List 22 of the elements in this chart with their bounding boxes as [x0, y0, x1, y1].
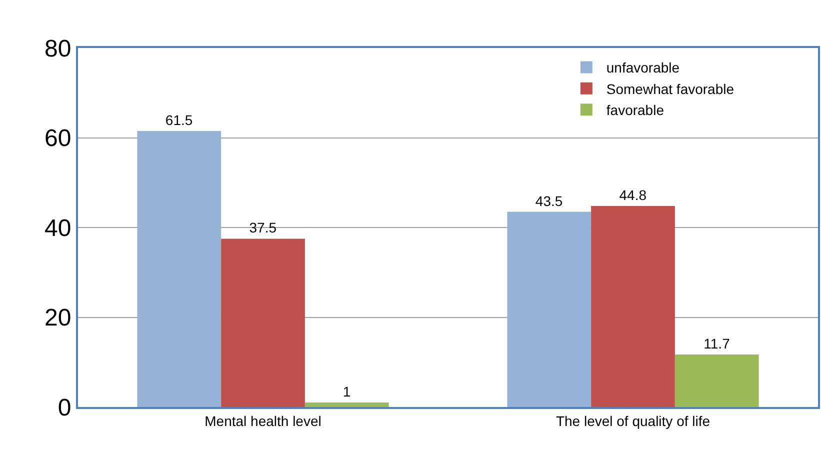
- y-tick-label: 20: [44, 304, 72, 332]
- legend-label: favorable: [606, 102, 664, 118]
- x-tick-label: Mental health level: [204, 412, 322, 429]
- legend-label: Somewhat favorable: [606, 80, 734, 97]
- data-label: 61.5: [165, 112, 193, 128]
- data-label: 1: [342, 384, 351, 400]
- y-tick-label: 0: [58, 394, 72, 422]
- legend-label: unfavorable: [606, 60, 680, 76]
- data-label: 11.7: [704, 336, 730, 352]
- bar: [137, 131, 222, 407]
- data-label: 37.5: [249, 220, 277, 236]
- bar: [591, 206, 675, 407]
- data-label: 43.5: [535, 192, 563, 209]
- y-tick-label: 40: [44, 214, 72, 242]
- y-tick-label: 80: [44, 35, 72, 62]
- x-tick-label: The level of quality of life: [556, 412, 710, 429]
- bar: [304, 402, 389, 407]
- y-tick-label: 60: [44, 125, 72, 152]
- bar: [221, 238, 305, 407]
- bar: [507, 212, 592, 407]
- bar: [674, 354, 759, 407]
- data-label: 44.8: [619, 186, 647, 203]
